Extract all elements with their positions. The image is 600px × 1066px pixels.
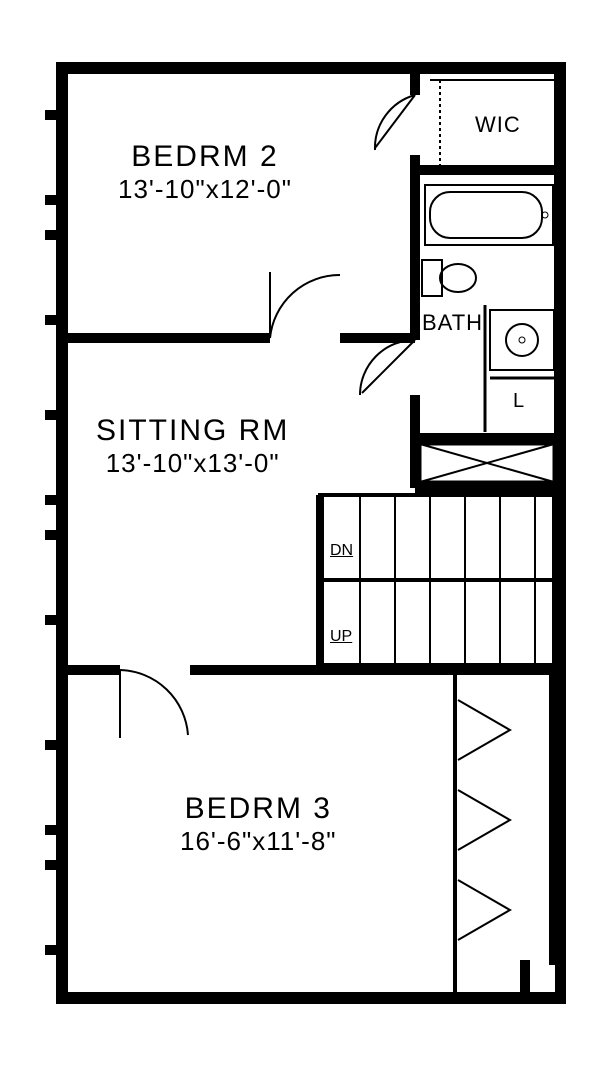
stair-up-label: UP (330, 628, 352, 646)
bedroom2-dim: 13'-10"x12'-0" (118, 175, 292, 205)
bedroom2-label: BEDRM 2 13'-10"x12'-0" (118, 140, 292, 204)
floorplan-svg (0, 0, 600, 1066)
sitting-name: SITTING RM (96, 414, 289, 449)
sitting-dim: 13'-10"x13'-0" (96, 449, 289, 479)
wic-label: WIC (475, 112, 521, 138)
stair-dn-label: DN (330, 542, 353, 560)
bedroom2-name: BEDRM 2 (118, 140, 292, 175)
sitting-label: SITTING RM 13'-10"x13'-0" (96, 414, 289, 478)
bedroom3-name: BEDRM 3 (180, 792, 337, 827)
floorplan-canvas: BEDRM 2 13'-10"x12'-0" WIC BATH L SITTIN… (0, 0, 600, 1066)
bedroom3-label: BEDRM 3 16'-6"x11'-8" (180, 792, 337, 856)
bath-label: BATH (422, 310, 483, 336)
linen-label: L (513, 390, 525, 413)
bedroom3-dim: 16'-6"x11'-8" (180, 827, 337, 857)
